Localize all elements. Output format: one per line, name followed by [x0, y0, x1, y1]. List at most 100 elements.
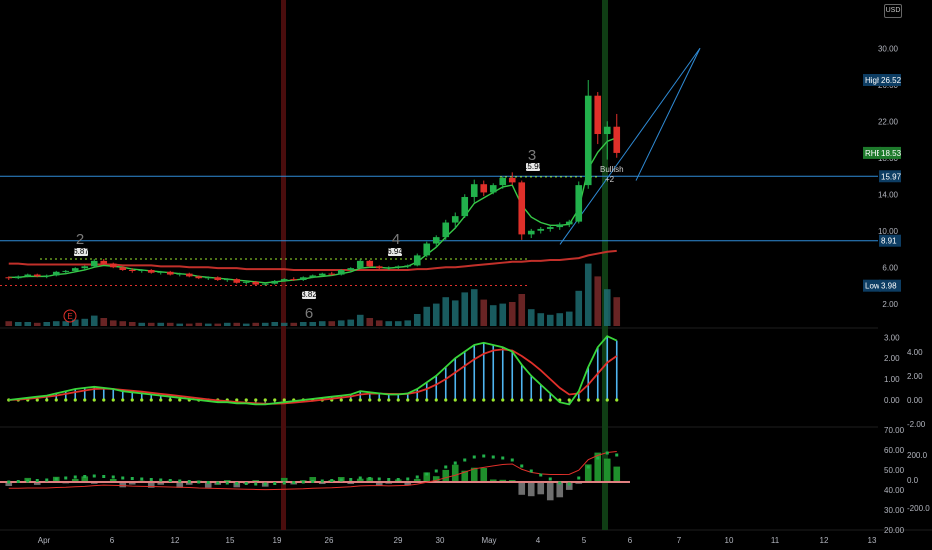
time-axis-label: 4: [536, 536, 541, 545]
bottom-histogram-bar: [366, 477, 374, 483]
oscillator-zero-dot: [529, 398, 533, 402]
volume-bar: [176, 323, 184, 326]
volume-bar: [423, 306, 431, 326]
candle-body: [499, 177, 507, 186]
time-axis-label: 10: [725, 536, 734, 545]
oscillator-zero-dot: [520, 398, 524, 402]
price-flag: 6.94: [387, 247, 403, 256]
price-tag-value: 8.91: [881, 237, 897, 246]
volume-bar: [508, 302, 516, 326]
price-tag-label: RHE: [865, 149, 882, 158]
time-axis-label: 19: [273, 536, 282, 545]
bottom-dot-marker: [387, 478, 391, 481]
count-label: 2: [76, 231, 84, 248]
bottom-dot-marker: [444, 465, 448, 469]
candle-body: [138, 269, 146, 271]
candle-body: [195, 276, 203, 279]
bottom-dot-marker: [567, 482, 571, 486]
candle-body: [375, 266, 383, 269]
price-tag-box: [879, 234, 901, 247]
oscillator-zero-dot: [111, 398, 115, 402]
candle-body: [24, 274, 32, 277]
bottom-dot-marker: [159, 478, 163, 482]
oscillator-zero-dot: [406, 398, 410, 402]
candle-body: [147, 269, 155, 273]
bullish-sub-label: +2: [605, 175, 615, 184]
volume-bar: [575, 290, 583, 326]
candle-body: [451, 216, 459, 223]
candle-body: [223, 279, 231, 281]
price-tag-box: [879, 74, 901, 87]
bottom-dot-marker: [586, 465, 590, 469]
bottom-histogram-bar: [546, 482, 554, 501]
moving-average-slow: [8, 249, 617, 271]
time-axis-label: 11: [771, 536, 780, 545]
bottom-tick-left: 50.00: [884, 466, 905, 475]
volume-bar: [451, 300, 459, 326]
bottom-dot-marker: [472, 455, 476, 459]
time-axis-label: 12: [820, 536, 829, 545]
oscillator-tick-right: -2.00: [907, 420, 926, 429]
volume-bar: [337, 320, 345, 326]
oscillator-zero-dot: [149, 398, 153, 402]
oscillator-zero-dot: [501, 398, 505, 402]
candle-body: [527, 230, 535, 235]
candle-body: [594, 95, 602, 135]
bottom-tick-left: 30.00: [884, 506, 905, 515]
volume-bar: [5, 321, 13, 326]
candle-body: [166, 271, 174, 275]
currency-label[interactable]: USD: [884, 4, 902, 18]
price-tag-label-box: [863, 279, 881, 292]
bottom-dot-marker: [64, 476, 68, 480]
candle-body: [508, 177, 516, 183]
bottom-histogram-bar: [556, 482, 564, 498]
volume-bar: [90, 315, 98, 326]
oscillator-zero-dot: [121, 398, 125, 402]
bottom-dot-marker: [368, 477, 372, 480]
trendline-lower: [635, 48, 701, 181]
bottom-dot-marker: [92, 474, 96, 478]
bottom-tick-left: 70.00: [884, 426, 905, 435]
candle-body: [81, 266, 89, 269]
volume-bar: [100, 318, 108, 326]
bottom-dot-marker: [7, 480, 11, 484]
volume-bar: [394, 321, 402, 326]
count-label: 6: [305, 305, 313, 322]
oscillator-zero-dot: [92, 398, 96, 402]
bottom-dot-marker: [187, 480, 191, 483]
price-flag: 15.90: [523, 162, 544, 171]
bottom-histogram-bar: [527, 482, 535, 497]
bottom-dot-marker: [520, 464, 524, 468]
candle-body: [423, 243, 431, 256]
candle-body: [489, 185, 497, 193]
volume-bar: [128, 322, 136, 326]
candle-body: [176, 273, 184, 275]
oscillator-zero-dot: [605, 398, 609, 402]
bottom-dot-marker: [45, 478, 49, 482]
bottom-histogram-bar: [565, 482, 573, 490]
volume-bar: [14, 322, 22, 326]
price-tag-label: High: [865, 76, 881, 85]
oscillator-zero-dot: [444, 398, 448, 402]
oscillator-zero-dot: [415, 398, 419, 402]
price-tag-box: [879, 146, 901, 159]
bottom-dot-marker: [168, 479, 172, 482]
candle-body: [337, 269, 345, 275]
volume-bar: [290, 322, 298, 326]
volume-bar: [261, 322, 269, 326]
volume-bar: [613, 297, 621, 326]
candle-body: [328, 273, 336, 275]
oscillator-zero-dot: [102, 398, 106, 402]
bottom-dot-marker: [282, 481, 286, 485]
volume-bar: [138, 322, 146, 326]
bottom-histogram-bar: [280, 477, 288, 483]
bottom-dot-marker: [197, 480, 201, 484]
bottom-dot-marker: [140, 477, 144, 481]
bottom-dot-marker: [54, 477, 58, 481]
candle-body: [43, 275, 51, 277]
volume-bar: [299, 322, 307, 326]
bottom-dot-marker: [26, 479, 30, 483]
bottom-histogram-bar: [537, 482, 545, 495]
price-tag-label-box: [863, 146, 881, 159]
